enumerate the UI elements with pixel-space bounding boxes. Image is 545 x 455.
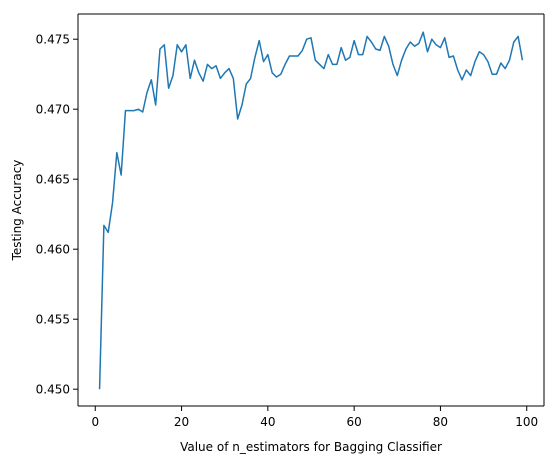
x-tick-label: 80 <box>433 415 448 429</box>
x-tick-label: 0 <box>91 415 99 429</box>
line-layer <box>98 31 524 390</box>
x-tick-label: 60 <box>347 415 362 429</box>
x-ticks: 0 20 40 60 80 100 <box>91 406 538 429</box>
y-ticks: 0.450 0.455 0.460 0.465 0.470 0.475 <box>36 33 78 397</box>
x-tick-label: 40 <box>260 415 275 429</box>
x-tick-label: 20 <box>174 415 189 429</box>
y-tick-label: 0.455 <box>36 313 70 327</box>
y-axis-label: Testing Accuracy <box>10 160 24 262</box>
y-tick-label: 0.465 <box>36 173 70 187</box>
y-tick-label: 0.475 <box>36 33 70 47</box>
x-tick-label: 100 <box>515 415 538 429</box>
y-tick-label: 0.450 <box>36 383 70 397</box>
axes-layer <box>77 13 545 407</box>
y-tick-label: 0.460 <box>36 243 70 257</box>
y-tick-label: 0.470 <box>36 103 70 117</box>
x-axis-label: Value of n_estimators for Bagging Classi… <box>180 440 442 454</box>
series-line-0 <box>98 31 524 390</box>
